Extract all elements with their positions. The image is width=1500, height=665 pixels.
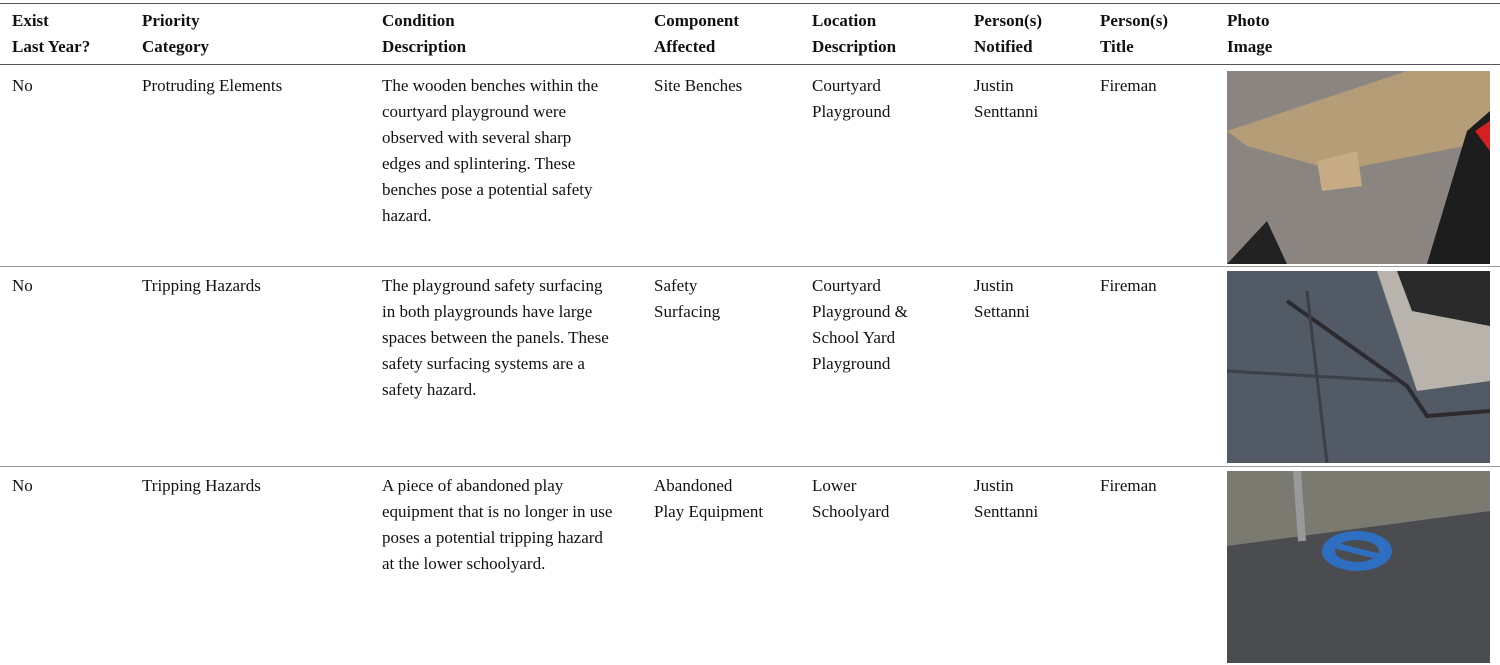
column-header: Notified [974, 37, 1033, 56]
table-cell: Fireman [1100, 476, 1157, 495]
table-cell: Courtyard Playground & School Yard Playg… [812, 276, 908, 373]
table-cell: Justin Senttanni [974, 76, 1039, 121]
column-header: Location [812, 11, 877, 30]
column-header: Title [1100, 37, 1134, 56]
column-header: Condition [382, 11, 455, 30]
table-cell: No [12, 76, 33, 95]
table-cell: Site Benches [654, 76, 743, 95]
column-header: Image [1227, 37, 1273, 56]
column-header: Affected [654, 37, 716, 56]
table-cell: Justin Settanni [974, 276, 1030, 321]
column-header: Exist [12, 11, 49, 30]
rule [0, 466, 1500, 467]
table-cell: Fireman [1100, 76, 1157, 95]
table-cell: Fireman [1100, 276, 1157, 295]
table-cell: The wooden benches within the courtyard … [382, 76, 599, 225]
column-header: Description [812, 37, 897, 56]
table-cell: Abandoned Play Equipment [654, 476, 764, 521]
table-cell: Protruding Elements [142, 76, 283, 95]
column-header: Person(s) [1100, 11, 1168, 30]
table-cell: Courtyard Playground [812, 76, 891, 121]
column-header: Last Year? [12, 37, 91, 56]
table-cell: Tripping Hazards [142, 276, 261, 295]
column-header: Person(s) [974, 11, 1042, 30]
table-cell: No [12, 476, 33, 495]
table-cell: Safety Surfacing [654, 276, 721, 321]
column-header: Description [382, 37, 467, 56]
column-header: Component [654, 11, 740, 30]
rule [0, 266, 1500, 267]
table-cell: Lower Schoolyard [812, 476, 890, 521]
column-header: Priority [142, 11, 200, 30]
rule [0, 3, 1500, 4]
photo-benches [1227, 71, 1490, 264]
table-cell: Justin Senttanni [974, 476, 1039, 521]
table-cell: The playground safety surfacing in both … [382, 276, 609, 399]
column-header: Category [142, 37, 210, 56]
table-cell: Tripping Hazards [142, 476, 261, 495]
table-cell: A piece of abandoned play equipment that… [382, 476, 613, 573]
table-cell: No [12, 276, 33, 295]
photo-surfacing [1227, 271, 1490, 463]
column-header: Photo [1227, 11, 1270, 30]
rule [0, 64, 1500, 65]
photo-equipment [1227, 471, 1490, 663]
